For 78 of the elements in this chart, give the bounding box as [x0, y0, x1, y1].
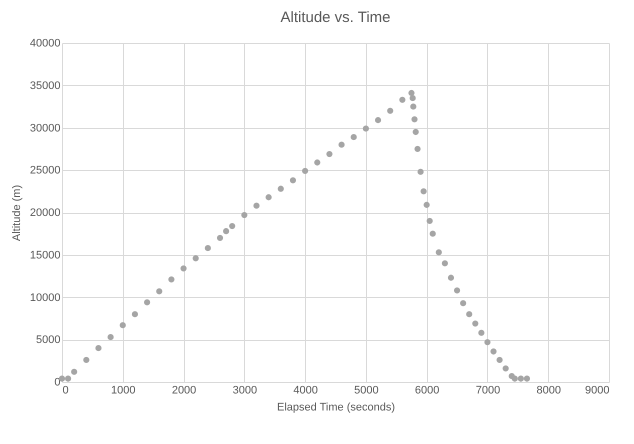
point	[430, 230, 436, 237]
y-tick-label: 15000	[30, 249, 60, 262]
point	[524, 376, 530, 382]
y-tick-label: 10000	[30, 292, 60, 304]
point	[420, 188, 427, 194]
y-tick-label: 0	[54, 376, 60, 388]
point	[454, 287, 460, 294]
y-tick-label: 35000	[30, 80, 60, 92]
point	[408, 90, 415, 96]
point	[472, 320, 478, 327]
x-axis-title: Elapsed Time (seconds)	[277, 402, 395, 414]
point	[64, 376, 72, 382]
point	[223, 228, 230, 234]
point	[502, 365, 509, 372]
point	[120, 322, 126, 328]
point	[278, 186, 284, 192]
point	[412, 128, 419, 136]
point	[266, 194, 272, 200]
x-tick-label: 2000	[172, 384, 196, 396]
x-tick-label: 6000	[414, 384, 440, 396]
point	[374, 117, 382, 124]
point	[192, 255, 199, 262]
y-tick-label: 20000	[30, 207, 60, 219]
point	[132, 311, 138, 318]
point	[144, 299, 150, 306]
x-tick-label: 1000	[111, 384, 136, 396]
point	[95, 345, 102, 352]
point	[71, 368, 78, 375]
y-tick-label: 40000	[30, 38, 60, 50]
point	[399, 96, 406, 103]
y-tick-label: 5000	[36, 334, 60, 346]
point	[460, 300, 466, 306]
y-tick-label: 30000	[30, 122, 60, 134]
point	[180, 265, 187, 272]
point	[478, 330, 484, 336]
point	[216, 234, 224, 241]
point	[168, 276, 174, 283]
x-tick-label: 7000	[476, 384, 500, 396]
point	[424, 202, 430, 208]
point	[362, 126, 369, 132]
point	[466, 311, 472, 318]
x-tick-label: 0	[62, 384, 69, 396]
point	[290, 177, 296, 184]
x-tick-label: 9000	[585, 384, 610, 396]
point	[448, 274, 454, 281]
x-tick-label: 3000	[232, 384, 258, 396]
y-axis-title: Altitude (m)	[10, 184, 23, 242]
point	[442, 260, 448, 266]
point	[411, 116, 418, 122]
point	[253, 202, 260, 209]
point	[410, 95, 416, 102]
point	[484, 339, 491, 346]
point	[496, 356, 503, 364]
point	[204, 245, 211, 252]
point	[387, 108, 394, 114]
point	[83, 356, 90, 364]
x-tick-label: 5000	[354, 384, 379, 396]
point	[410, 103, 416, 110]
x-tick-label: 4000	[293, 384, 318, 396]
point	[490, 348, 497, 355]
point	[229, 222, 236, 230]
x-tick-label: 8000	[536, 384, 561, 396]
point	[350, 134, 357, 140]
point	[108, 334, 114, 340]
point	[302, 168, 308, 174]
point	[512, 376, 518, 382]
point	[518, 376, 524, 382]
point	[436, 249, 442, 256]
chart-title: Altitude vs. Time	[280, 9, 391, 26]
point	[241, 212, 248, 218]
y-tick-label: 25000	[30, 164, 60, 177]
point	[418, 168, 424, 175]
point	[426, 218, 433, 224]
point	[156, 288, 162, 294]
point	[326, 150, 333, 158]
point	[414, 146, 421, 152]
point	[314, 159, 320, 166]
point	[338, 142, 345, 148]
